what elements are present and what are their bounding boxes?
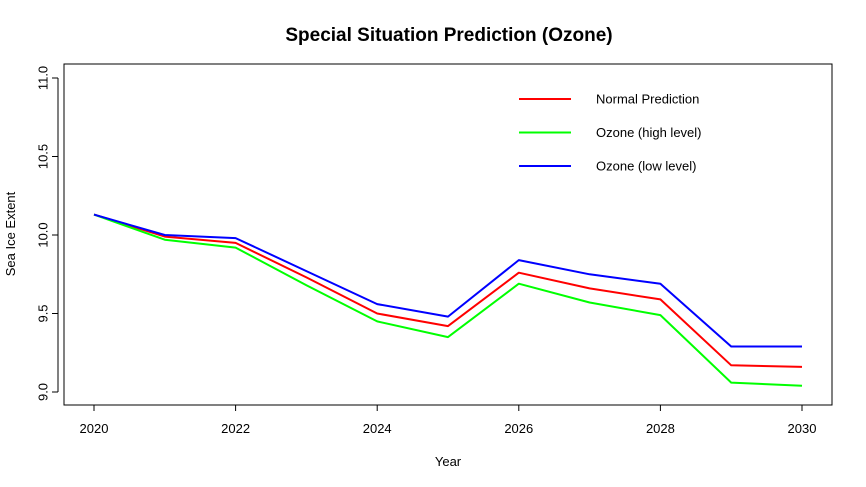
y-tick-label: 9.5 [36,304,51,322]
x-tick-label: 2022 [221,421,250,436]
legend-label-1: Normal Prediction [596,92,699,107]
legend-label-2: Ozone (high level) [596,125,702,140]
series-line-1 [93,213,803,368]
series-line-3 [93,213,802,348]
x-tick-label: 2020 [80,421,109,436]
y-tick-label: 9.0 [36,383,51,401]
x-tick-label: 2024 [363,421,392,436]
series-line-2 [93,213,803,387]
y-tick-label: 10.0 [36,222,51,247]
y-tick-label: 11.0 [36,66,51,90]
x-tick-label: 2026 [504,421,533,436]
y-axis: 9.0 9.5 10.0 10.5 11.0 [36,66,59,401]
series-layer [93,213,803,387]
x-tick-label: 2030 [788,421,817,436]
legend-label-3: Ozone (low level) [596,159,696,174]
chart-title: Special Situation Prediction (Ozone) [285,25,612,46]
y-axis-label: Sea Ice Extent [3,191,18,276]
y-tick-label: 10.5 [36,144,51,169]
x-axis: 2020 2022 2024 2026 2028 2030 [80,404,817,436]
legend: Normal Prediction Ozone (high level) Ozone… [519,92,702,174]
x-axis-label: Year [435,454,462,469]
x-tick-label: 2028 [646,421,675,436]
